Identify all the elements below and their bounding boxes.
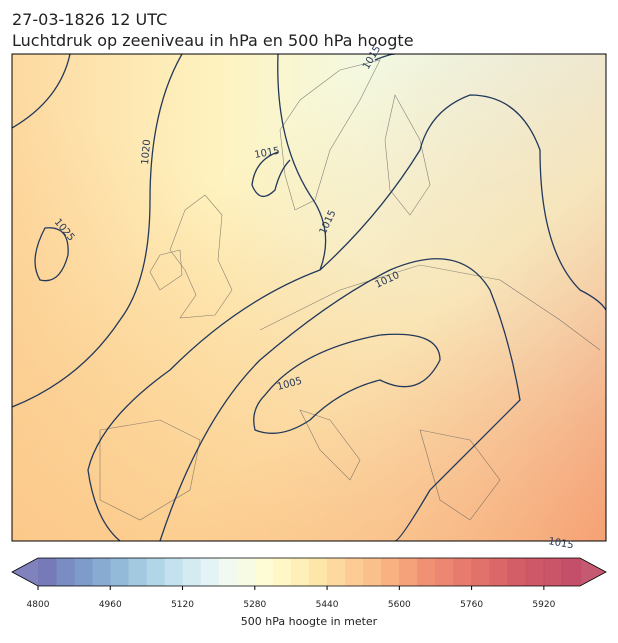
colorbar-segment [92,558,111,586]
colorbar-extend [12,558,38,586]
colorbar: 4800 4960 5120 5280 5440 5600 5760 5920 [11,557,607,610]
colorbar-segment [272,558,292,586]
colorbar-segment [182,558,201,586]
colorbar-segment [56,558,75,586]
colorbar-segment [309,558,328,586]
colorbar-outline [11,557,607,587]
colorbar-tick-label: 5920 [532,600,555,610]
map [12,54,606,541]
colorbar-segment [290,558,310,586]
colorbar-segment [489,558,509,586]
contour-label: 1020 [140,139,153,165]
colorbar-segment [543,558,563,586]
colorbar-tick-label: 5280 [243,600,266,610]
colorbar-segment [146,558,165,586]
colorbar-tick-label: 5120 [171,600,194,610]
colorbar-segment [218,558,238,586]
colorbar-segment [74,558,93,586]
colorbar-segment [507,558,527,586]
contour-label: 1015 [254,146,281,161]
contour-label: 1015 [547,536,574,551]
title: 27-03-1826 12 UTC [12,10,167,29]
colorbar-segment [363,558,382,586]
colorbar-segment [561,558,581,586]
colorbar-segment [417,558,436,586]
colorbar-tick-label: 5440 [316,600,339,610]
colorbar-segment [200,558,220,586]
map-frame [11,53,607,542]
colorbar-segment [327,558,346,586]
colorbar-segment [254,558,274,586]
colorbar-tick-label: 5760 [460,600,483,610]
colorbar-label: 500 hPa hoogte in meter [241,615,378,628]
colorbar-extend [580,558,606,586]
colorbar-segment [399,558,418,586]
colorbar-segment [164,558,183,586]
colorbar-segment [381,558,400,586]
colorbar-segment [236,558,256,586]
colorbar-tick-label: 5600 [388,600,411,610]
colorbar-segment [453,558,472,586]
subtitle: Luchtdruk op zeeniveau in hPa en 500 hPa… [12,31,414,50]
colorbar-segment [128,558,147,586]
colorbar-segment [110,558,129,586]
colorbar-segment [345,558,364,586]
colorbar-tick-label: 4960 [99,600,122,610]
colorbar-tick-label: 4800 [27,600,50,610]
colorbar-segment [525,558,545,586]
colorbar-segment [471,558,491,586]
colorbar-segment [38,558,57,586]
colorbar-segment [435,558,454,586]
